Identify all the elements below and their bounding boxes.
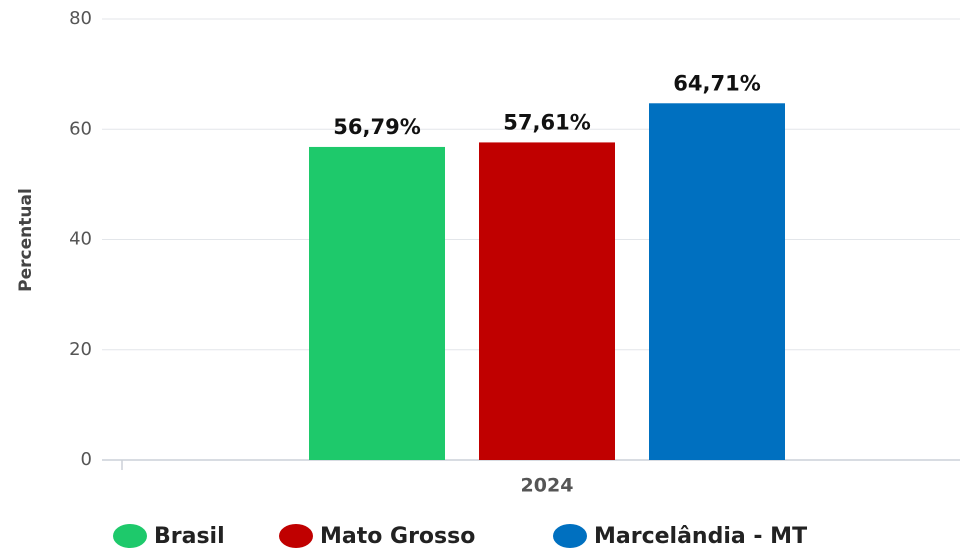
legend-label: Marcelândia - MT xyxy=(594,524,807,548)
y-tick-label: 40 xyxy=(69,229,92,250)
x-tick-label: 2024 xyxy=(521,475,574,497)
y-tick-label: 80 xyxy=(69,8,92,29)
legend-marker xyxy=(279,524,313,548)
bar xyxy=(649,103,785,460)
legend-label: Mato Grosso xyxy=(320,524,475,548)
bar xyxy=(309,146,445,460)
legend-marker xyxy=(553,524,587,548)
data-label: 57,61% xyxy=(503,110,590,134)
data-label: 56,79% xyxy=(333,115,420,139)
bar xyxy=(479,142,615,461)
data-label: 64,71% xyxy=(673,71,760,95)
y-tick-label: 20 xyxy=(69,339,92,360)
y-tick-label: 0 xyxy=(81,449,92,470)
legend-label: Brasil xyxy=(154,524,225,548)
y-axis-label: Percentual xyxy=(16,188,36,292)
y-tick-label: 60 xyxy=(69,118,92,139)
legend-marker xyxy=(113,524,147,548)
